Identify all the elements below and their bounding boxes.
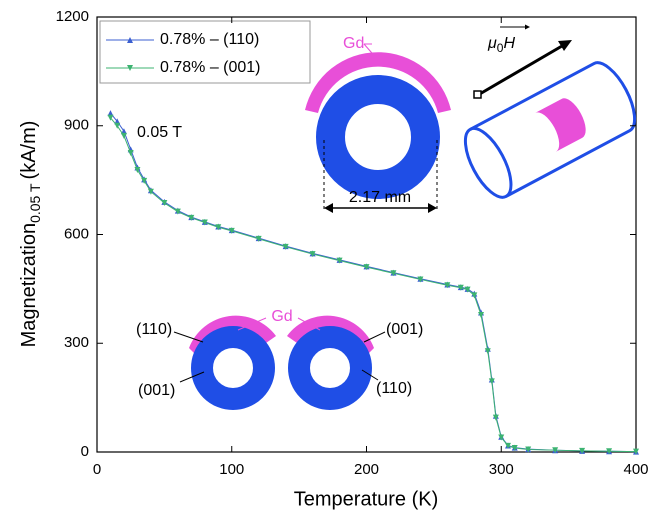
pointer bbox=[173, 331, 204, 343]
mu-sub: 0 bbox=[497, 41, 504, 55]
annotation-plane: (110) bbox=[136, 321, 172, 338]
data-point bbox=[141, 177, 148, 184]
legend-label: 0.78% – (110) bbox=[160, 31, 259, 48]
x-tick-label: 0 bbox=[93, 461, 101, 478]
data-point bbox=[498, 434, 505, 441]
y-tick-label: 900 bbox=[64, 117, 89, 134]
data-point bbox=[606, 448, 613, 455]
data-point bbox=[161, 199, 168, 206]
x-axis-label: Temperature (K) bbox=[294, 488, 439, 510]
data-point bbox=[107, 110, 114, 117]
legend-marker bbox=[127, 37, 133, 43]
data-point bbox=[457, 284, 464, 291]
x-tick-label: 100 bbox=[219, 461, 244, 478]
y-tick-label: 1200 bbox=[56, 8, 89, 25]
annotation-plane: (110) bbox=[376, 380, 412, 397]
annotation-field: 0.05 T bbox=[137, 124, 182, 141]
ring-inset bbox=[305, 43, 451, 213]
data-point bbox=[525, 446, 532, 453]
data-point bbox=[417, 276, 424, 283]
cylinder bbox=[463, 61, 637, 199]
gd-pointer bbox=[237, 317, 267, 331]
gd-pointer bbox=[297, 317, 321, 331]
series-line bbox=[110, 112, 637, 453]
mu-tail: H bbox=[503, 35, 515, 52]
annotation-mu0h: μ0H bbox=[487, 35, 515, 55]
data-point bbox=[633, 448, 639, 455]
data-point bbox=[484, 348, 491, 355]
legend-label: 0.78% – (001) bbox=[160, 59, 261, 76]
ring bbox=[191, 326, 275, 410]
data-point bbox=[390, 270, 397, 277]
ring bbox=[288, 326, 372, 410]
y-label-main: Magnetization bbox=[18, 223, 40, 348]
data-point bbox=[478, 311, 485, 318]
gd-patch bbox=[535, 98, 586, 152]
pointer bbox=[361, 369, 379, 381]
data-point bbox=[255, 235, 262, 242]
data-point bbox=[107, 114, 114, 121]
data-point bbox=[336, 257, 343, 264]
gd-pointer bbox=[363, 43, 379, 61]
data-point bbox=[174, 208, 181, 215]
y-axis-label: Magnetization0.05 T (kA/m) bbox=[18, 121, 42, 348]
data-point bbox=[228, 227, 235, 234]
gd-arc bbox=[305, 52, 451, 113]
y-tick-label: 300 bbox=[64, 334, 89, 351]
gd-arc bbox=[287, 315, 374, 353]
field-origin bbox=[473, 90, 482, 99]
data-point bbox=[120, 132, 127, 139]
legend-marker bbox=[127, 65, 133, 71]
annotation-plane: (001) bbox=[138, 382, 175, 399]
data-point bbox=[579, 447, 586, 454]
data-point bbox=[511, 445, 518, 452]
y-tick-label: 0 bbox=[81, 443, 89, 460]
mu: μ bbox=[487, 35, 497, 52]
pointer bbox=[179, 371, 205, 383]
data-point bbox=[215, 224, 222, 231]
data-point bbox=[488, 378, 495, 385]
data-point bbox=[188, 214, 195, 221]
ring bbox=[316, 75, 440, 199]
bottom-insets bbox=[173, 315, 386, 410]
data-point bbox=[464, 286, 471, 293]
cylinder-end bbox=[463, 126, 513, 199]
annotation-gd: Gd bbox=[343, 35, 364, 52]
data-point bbox=[114, 122, 121, 129]
data-point bbox=[282, 243, 289, 250]
data-point bbox=[127, 149, 134, 156]
x-tick-label: 300 bbox=[489, 461, 514, 478]
annotation-gd: Gd bbox=[271, 308, 292, 325]
data-point bbox=[444, 282, 451, 289]
x-tick-label: 400 bbox=[623, 461, 648, 478]
data-point bbox=[147, 188, 154, 195]
data-point bbox=[120, 128, 127, 135]
data-point bbox=[471, 292, 478, 299]
y-label-unit: (kA/m) bbox=[18, 121, 40, 180]
y-label-sub: 0.05 T bbox=[27, 183, 43, 223]
legend-box bbox=[99, 20, 311, 84]
data-point bbox=[309, 251, 316, 258]
annotation-diameter: 2.17 mm bbox=[349, 189, 411, 206]
field-arrow bbox=[477, 44, 563, 97]
gd-arc bbox=[189, 315, 276, 353]
data-point bbox=[492, 414, 499, 421]
y-tick-label: 600 bbox=[64, 225, 89, 242]
data-point bbox=[201, 219, 208, 226]
vector-head bbox=[525, 24, 530, 30]
annotation-plane: (001) bbox=[386, 321, 423, 338]
legend: 0.78% – (110) 0.78% – (001) bbox=[106, 31, 261, 76]
x-tick-label: 200 bbox=[354, 461, 379, 478]
data-point bbox=[552, 447, 559, 454]
data-point bbox=[504, 442, 511, 449]
field-arrowhead bbox=[558, 40, 572, 51]
data-point bbox=[134, 166, 141, 173]
data-point bbox=[363, 264, 370, 271]
pointer bbox=[363, 331, 386, 343]
